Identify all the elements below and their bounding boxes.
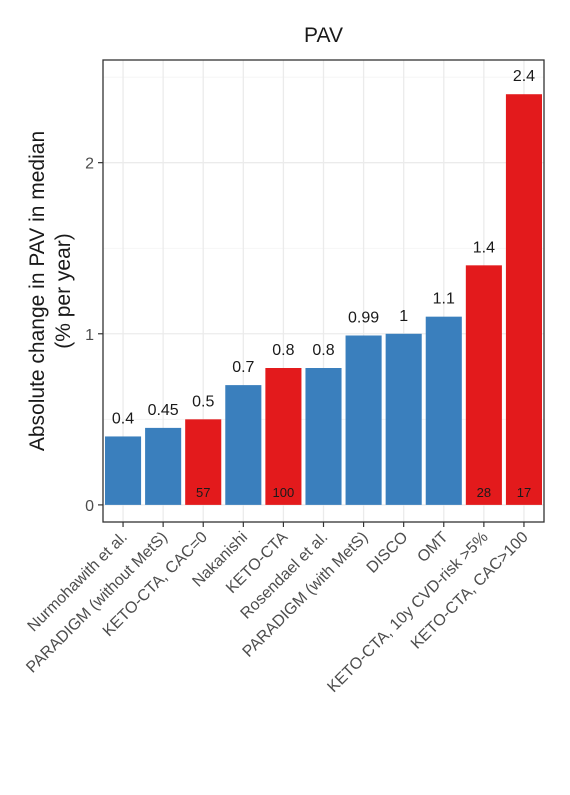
bar-value-label: 0.8 <box>272 342 294 359</box>
bar <box>305 368 342 505</box>
x-tick-label: OMT <box>414 529 451 566</box>
bar-value-label: 1 <box>399 308 408 325</box>
bar-value-label: 1.1 <box>433 291 455 308</box>
y-tick-label: 2 <box>85 156 94 173</box>
bar-value-label: 0.99 <box>348 309 379 326</box>
bar <box>225 385 262 505</box>
bar-n-label: 57 <box>196 485 210 500</box>
y-axis-label-line-2: (% per year) <box>52 233 75 349</box>
bar <box>345 335 382 505</box>
bar <box>185 419 222 505</box>
y-tick-label: 0 <box>85 498 94 515</box>
bar <box>465 265 502 505</box>
y-axis-label: Absolute change in PAV in median (% per … <box>26 131 75 451</box>
bar <box>385 333 422 505</box>
bar-value-label: 0.4 <box>112 410 134 427</box>
bar <box>425 316 462 505</box>
y-tick-label: 1 <box>85 327 94 344</box>
panel-border <box>102 59 545 523</box>
y-axis-label-line-1: Absolute change in PAV in median <box>26 131 49 451</box>
bar-n-label: 17 <box>517 485 531 500</box>
chart-title: PAV <box>304 24 343 47</box>
bar-n-label: 28 <box>477 485 491 500</box>
bar-n-label: 100 <box>273 485 295 500</box>
bar <box>265 368 302 505</box>
bar-value-label: 1.4 <box>473 239 495 256</box>
bar-value-label: 0.45 <box>148 402 179 419</box>
bar <box>505 94 542 505</box>
bar <box>105 436 142 505</box>
bar <box>145 427 182 505</box>
bar-value-label: 0.5 <box>192 393 214 410</box>
bar-value-label: 0.7 <box>232 359 254 376</box>
bar-value-label: 2.4 <box>513 68 535 85</box>
x-tick-label: DISCO <box>364 529 412 577</box>
bar-value-label: 0.8 <box>312 342 334 359</box>
